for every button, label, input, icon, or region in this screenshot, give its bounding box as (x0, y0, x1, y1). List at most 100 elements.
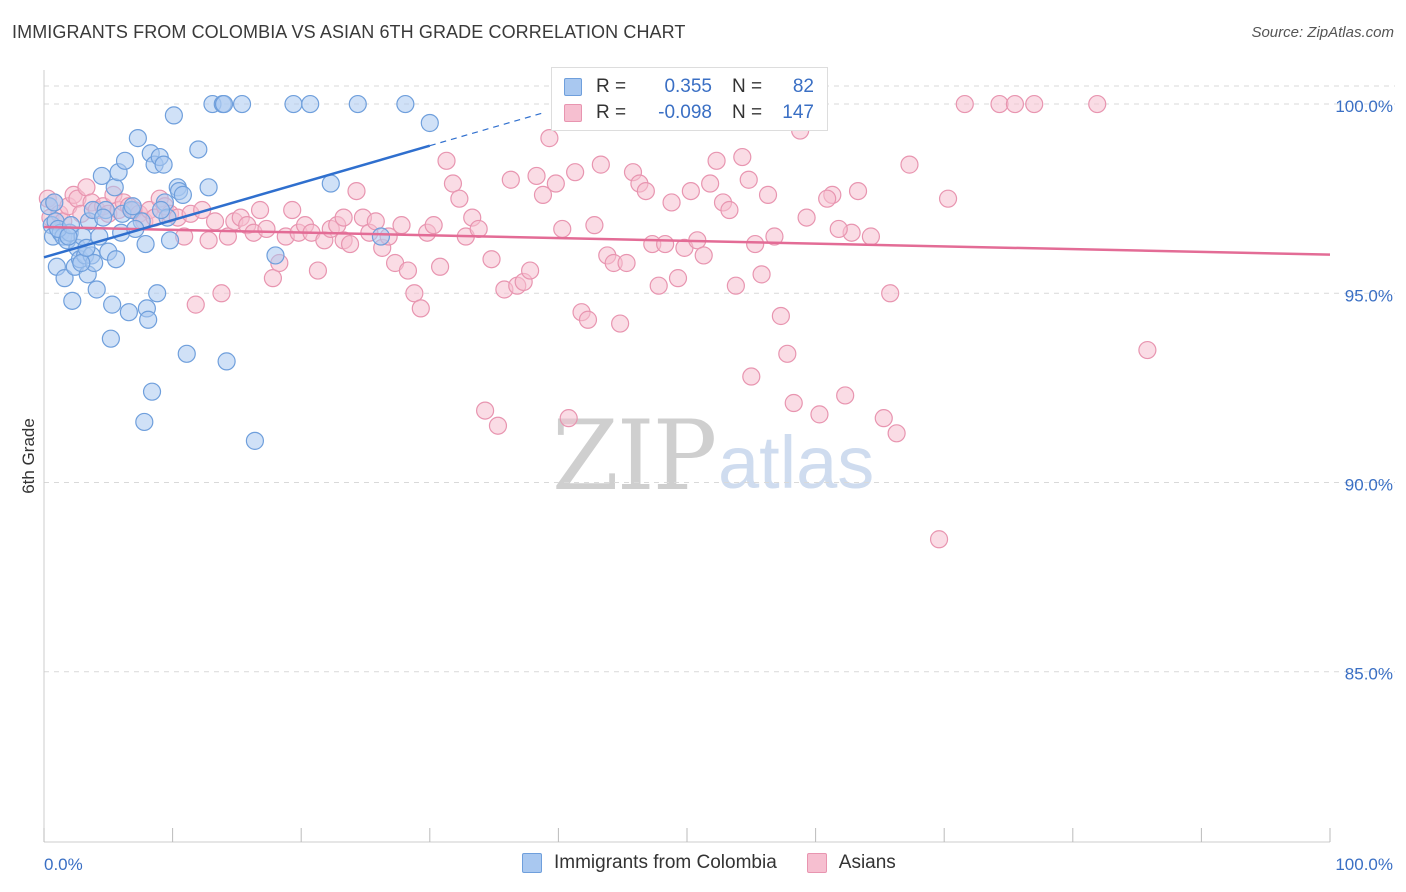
asians-point (342, 236, 359, 253)
asians-point (772, 307, 789, 324)
asians-point (663, 194, 680, 211)
colombia-point (137, 236, 154, 253)
asians-point (541, 130, 558, 147)
asians-point (406, 285, 423, 302)
asians-point (862, 228, 879, 245)
colombia-point (95, 209, 112, 226)
asians-point (451, 190, 468, 207)
asians-point (522, 262, 539, 279)
colombia-point (218, 353, 235, 370)
asians-point (657, 236, 674, 253)
colombia-point (162, 232, 179, 249)
asians-point (258, 220, 275, 237)
colombia-point (104, 296, 121, 313)
colombia-point (178, 345, 195, 362)
colombia-point (421, 114, 438, 131)
legend-r-value: -0.098 (636, 102, 712, 124)
asians-point (811, 406, 828, 423)
asians-point (931, 531, 948, 548)
colombia-point (302, 96, 319, 113)
y-tick-label: 95.0% (1345, 286, 1393, 305)
asians-point (592, 156, 609, 173)
asians-point (888, 425, 905, 442)
colombia-point (397, 96, 414, 113)
asians-point (743, 368, 760, 385)
asians-point (547, 175, 564, 192)
colombia-point (165, 107, 182, 124)
asians-point (425, 217, 442, 234)
asians-point (650, 277, 667, 294)
colombia-point (120, 304, 137, 321)
series-label-colombia: Immigrants from Colombia (554, 852, 777, 874)
asians-point (740, 171, 757, 188)
colombia-point (88, 281, 105, 298)
stats-legend: R = 0.355 N = 82 R = -0.098 N = 147 (551, 67, 828, 131)
asians-point (432, 258, 449, 275)
asians-point (830, 220, 847, 237)
colombia-point (190, 141, 207, 158)
asians-point (470, 220, 487, 237)
asians-point (207, 213, 224, 230)
asians-point (956, 96, 973, 113)
asians-point (348, 183, 365, 200)
asians-point (489, 417, 506, 434)
colombia-point (73, 255, 90, 272)
asians-point (721, 202, 738, 219)
colombia-point (372, 228, 389, 245)
series-swatch-pink (807, 853, 827, 873)
legend-r-label: R = (596, 102, 636, 124)
asians-point (669, 270, 686, 287)
asians-point (760, 186, 777, 203)
asians-point (567, 164, 584, 181)
colombia-point (246, 432, 263, 449)
asians-point (1026, 96, 1043, 113)
asians-point (612, 315, 629, 332)
asians-point (702, 175, 719, 192)
asians-point (727, 277, 744, 294)
asians-point (444, 175, 461, 192)
y-axis-title: 6th Grade (19, 418, 38, 494)
asians-point (695, 247, 712, 264)
asians-point (1089, 96, 1106, 113)
asians-point (1006, 96, 1023, 113)
colombia-point (124, 198, 141, 215)
asians-point (483, 251, 500, 268)
asians-point (438, 152, 455, 169)
y-tick-label: 90.0% (1345, 475, 1393, 494)
asians-point (875, 410, 892, 427)
colombia-trend-extension (430, 112, 546, 145)
series-swatch-blue (522, 853, 542, 873)
asians-point (708, 152, 725, 169)
asians-point (554, 220, 571, 237)
colombia-point (106, 179, 123, 196)
asians-point (682, 183, 699, 200)
colombia-point (144, 383, 161, 400)
asians-point (264, 270, 281, 287)
asians-point (940, 190, 957, 207)
legend-row-asians: R = -0.098 N = 147 (564, 100, 814, 126)
asians-point (187, 296, 204, 313)
asians-point (798, 209, 815, 226)
legend-n-value: 147 (772, 102, 814, 124)
colombia-point (200, 179, 217, 196)
asians-point (882, 285, 899, 302)
legend-n-value: 82 (772, 76, 814, 98)
series-legend: Immigrants from Colombia Asians (522, 852, 926, 874)
asians-point (78, 179, 95, 196)
asians-point (528, 167, 545, 184)
colombia-point (322, 175, 339, 192)
colombia-point (108, 251, 125, 268)
y-tick-label: 85.0% (1345, 665, 1393, 684)
colombia-point (136, 413, 153, 430)
asians-point (284, 202, 301, 219)
legend-swatch-pink (564, 104, 582, 122)
asians-point (213, 285, 230, 302)
legend-swatch-blue (564, 78, 582, 96)
colombia-point (216, 96, 233, 113)
asians-point (618, 255, 635, 272)
asians-point (477, 402, 494, 419)
asians-point (991, 96, 1008, 113)
asians-point (200, 232, 217, 249)
asians-point (837, 387, 854, 404)
colombia-point (285, 96, 302, 113)
